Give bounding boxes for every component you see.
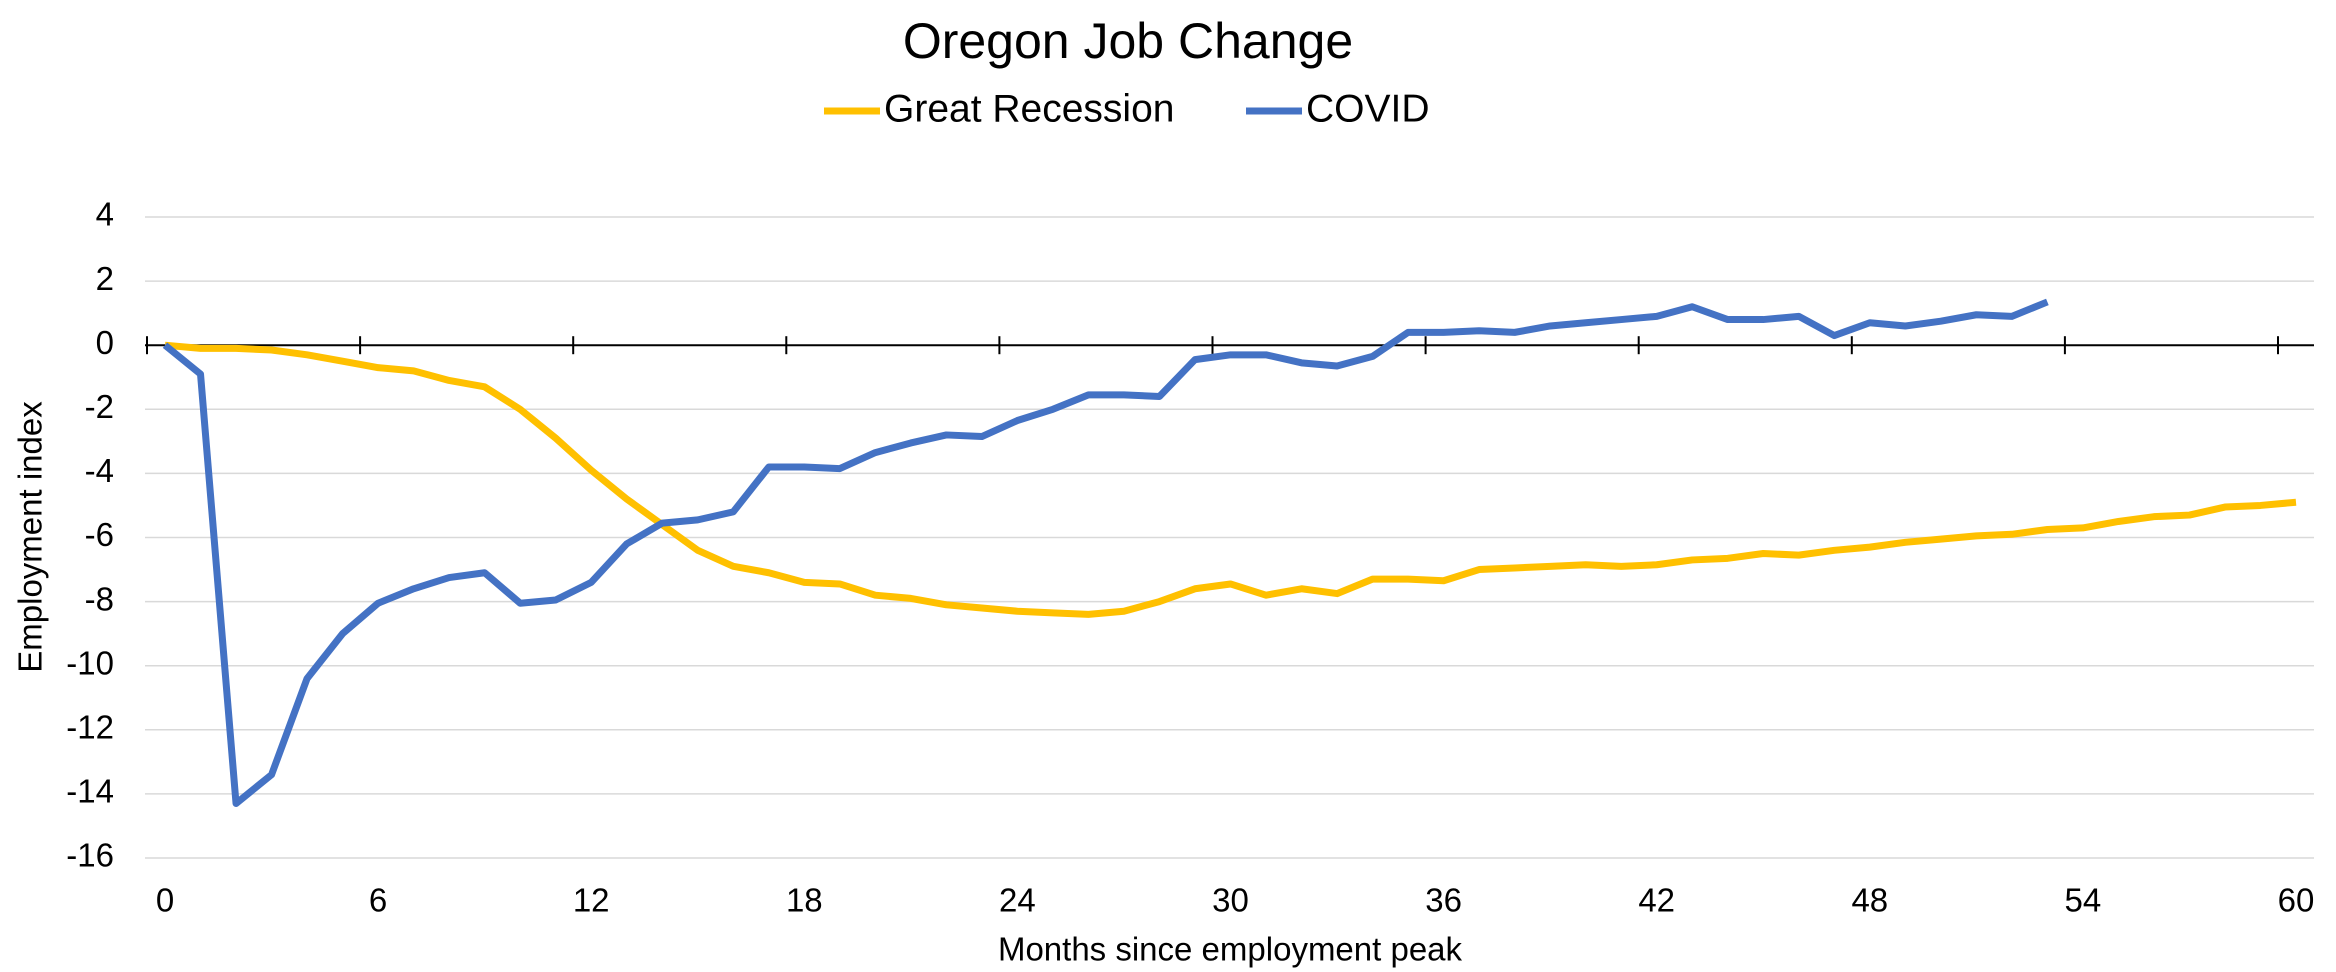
x-tick-label: 60 <box>2278 882 2315 919</box>
legend-label: Great Recession <box>884 87 1174 130</box>
y-tick-label: -2 <box>85 388 114 425</box>
x-tick-label: 48 <box>1851 882 1888 919</box>
y-tick-label: -12 <box>66 709 114 746</box>
y-tick-label: -4 <box>85 452 114 489</box>
y-tick-label: -10 <box>66 644 114 681</box>
y-tick-label: 0 <box>96 324 114 361</box>
y-tick-label: -14 <box>66 773 114 810</box>
y-tick-label: -8 <box>85 580 114 617</box>
x-tick-label: 6 <box>369 882 387 919</box>
x-tick-label: 12 <box>573 882 610 919</box>
y-tick-label: -16 <box>66 837 114 874</box>
series-line <box>164 341 2297 618</box>
y-tick-label: 4 <box>96 196 114 233</box>
legend-label: COVID <box>1306 87 1430 130</box>
x-tick-label: 24 <box>999 882 1036 919</box>
series-line <box>162 298 2049 808</box>
chart-title: Oregon Job Change <box>903 13 1353 69</box>
x-tick-label: 18 <box>786 882 823 919</box>
y-axis-title: Employment index <box>12 401 49 673</box>
x-tick-label: 54 <box>2065 882 2102 919</box>
y-tick-label: 2 <box>96 260 114 297</box>
x-tick-label: 30 <box>1212 882 1249 919</box>
y-tick-label: -6 <box>85 516 114 553</box>
x-tick-label: 36 <box>1425 882 1462 919</box>
x-tick-label: 0 <box>156 882 174 919</box>
x-tick-label: 42 <box>1638 882 1675 919</box>
x-axis-title: Months since employment peak <box>998 931 1463 968</box>
